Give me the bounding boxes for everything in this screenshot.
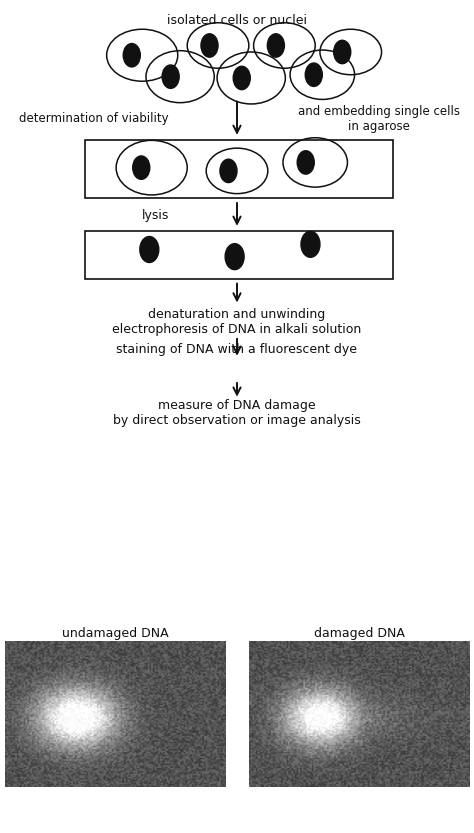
Circle shape: [162, 65, 179, 88]
Circle shape: [301, 232, 320, 257]
Title: undamaged DNA: undamaged DNA: [62, 627, 168, 641]
Text: measure of DNA damage
by direct observation or image analysis: measure of DNA damage by direct observat…: [113, 398, 361, 426]
Text: and embedding single cells
in agarose: and embedding single cells in agarose: [298, 105, 460, 133]
Text: isolated cells or nuclei: isolated cells or nuclei: [167, 14, 307, 27]
Bar: [85, 231, 393, 279]
Circle shape: [140, 237, 159, 262]
Text: determination of viability: determination of viability: [19, 112, 169, 126]
Circle shape: [133, 156, 150, 179]
Title: damaged DNA: damaged DNA: [314, 627, 404, 641]
Text: denaturation and unwinding
electrophoresis of DNA in alkali solution: denaturation and unwinding electrophores…: [112, 307, 362, 336]
Circle shape: [233, 67, 250, 90]
Text: lysis: lysis: [142, 209, 170, 222]
Text: staining of DNA with a fluorescent dye: staining of DNA with a fluorescent dye: [117, 343, 357, 356]
Bar: [85, 140, 393, 198]
Circle shape: [267, 34, 284, 57]
Circle shape: [123, 43, 140, 67]
Circle shape: [220, 159, 237, 182]
Circle shape: [334, 40, 351, 63]
Circle shape: [201, 34, 218, 57]
Circle shape: [305, 63, 322, 87]
Circle shape: [297, 151, 314, 174]
Circle shape: [225, 244, 244, 270]
